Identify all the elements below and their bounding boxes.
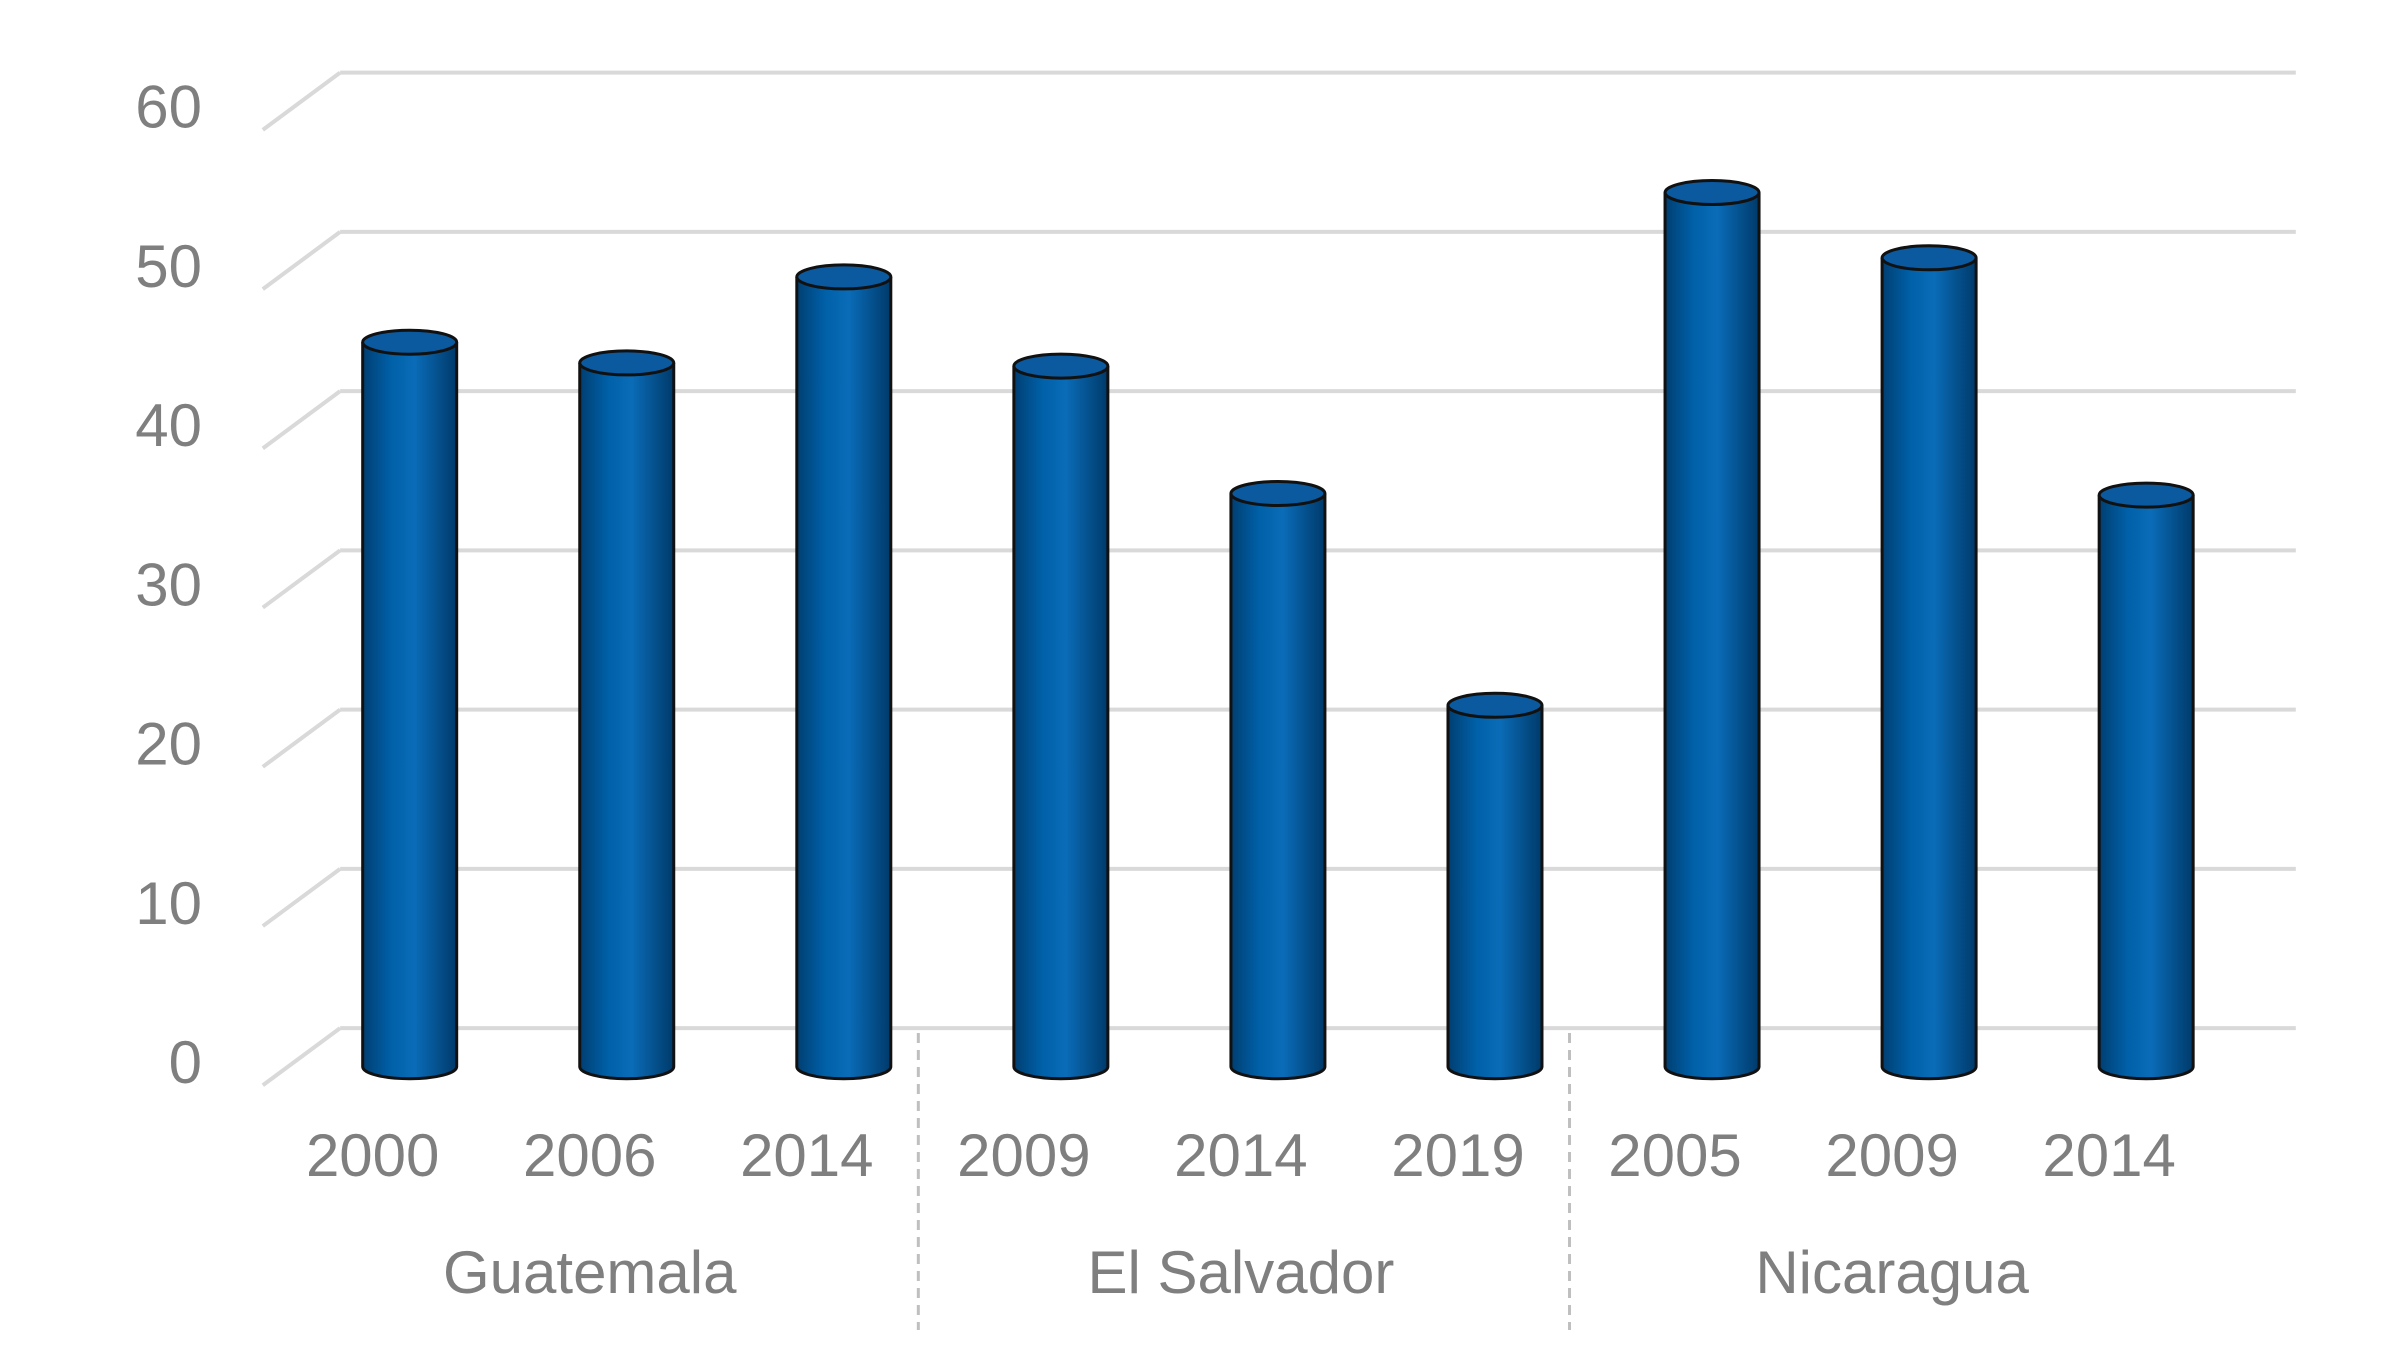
bar [578,349,676,1081]
bar [1880,244,1978,1081]
y-tick-label: 10 [135,870,202,937]
grid-line-side [261,71,342,132]
x-tick-label: 2019 [1391,1122,1524,1189]
grid-line-side [261,708,342,769]
y-tick-label: 30 [135,551,202,618]
bar-top [2097,481,2195,509]
bar [1663,179,1761,1081]
bar-body [1663,192,1761,1081]
y-tick-label: 50 [135,233,202,300]
bar [361,328,459,1081]
x-tick-label: 2014 [740,1122,873,1189]
group-label: Guatemala [443,1239,737,1306]
grid-line-side [261,389,342,450]
grid-line-side [261,867,342,928]
x-tick-label: 2005 [1608,1122,1741,1189]
x-tick-label: 2014 [1174,1122,1307,1189]
x-tick-label: 2014 [2042,1122,2175,1189]
bar [2097,481,2195,1081]
x-tick-label: 2000 [306,1122,439,1189]
bar-top [1880,244,1978,272]
bar-top [1446,691,1544,719]
bar-body [1446,705,1544,1081]
y-tick-label: 40 [135,392,202,459]
bar-top [1663,179,1761,207]
group-label: El Salvador [1088,1239,1395,1306]
bar-body [2097,495,2195,1081]
grid-line-side [261,1026,342,1087]
bar-top [1012,352,1110,380]
grid-line-side [261,548,342,610]
bar-body [795,276,893,1081]
bar-body [578,362,676,1081]
y-tick-label: 0 [169,1029,202,1096]
x-tick-label: 2009 [957,1122,1090,1189]
grid-line-side [261,230,342,291]
bar-top [361,328,459,356]
x-tick-label: 2006 [523,1122,656,1189]
bar [1012,352,1110,1081]
group-label: Nicaragua [1755,1239,2029,1306]
bar-top [795,263,893,291]
x-tick-label: 2009 [1825,1122,1958,1189]
bar-top [1229,479,1327,507]
bar-body [1229,493,1327,1081]
y-tick-label: 20 [135,711,202,778]
bar [1229,479,1327,1081]
y-tick-label: 60 [135,74,202,141]
bar-body [1880,257,1978,1081]
bar-top [578,349,676,377]
bar [795,263,893,1081]
bar [1446,691,1544,1081]
bar-body [361,342,459,1081]
bar-body [1012,366,1110,1081]
